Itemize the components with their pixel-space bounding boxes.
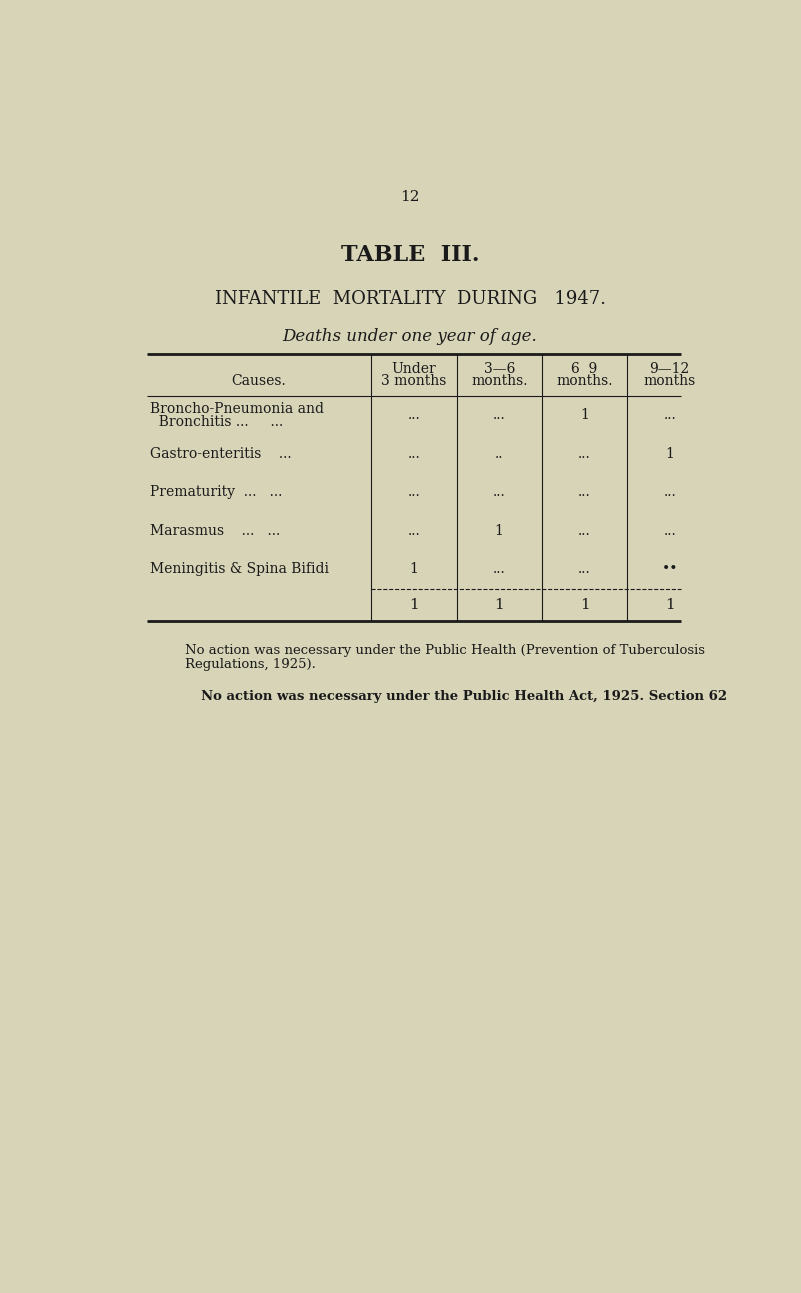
Text: Bronchitis ...     ...: Bronchitis ... ... [151, 415, 284, 429]
Text: ...: ... [493, 485, 505, 499]
Text: Deaths under one year of age.: Deaths under one year of age. [283, 328, 537, 345]
Text: 1: 1 [495, 524, 504, 538]
Text: ...: ... [578, 485, 591, 499]
Text: Meningitis & Spina Bifidi: Meningitis & Spina Bifidi [151, 562, 329, 577]
Text: 6  9: 6 9 [571, 362, 598, 376]
Text: ••: •• [662, 562, 678, 577]
Text: ...: ... [578, 447, 591, 460]
Text: ...: ... [578, 524, 591, 538]
Text: ...: ... [408, 447, 421, 460]
Text: 12: 12 [400, 190, 420, 204]
Text: months: months [644, 374, 696, 388]
Text: ...: ... [408, 485, 421, 499]
Text: TABLE  III.: TABLE III. [341, 243, 479, 265]
Text: months.: months. [556, 374, 613, 388]
Text: 1: 1 [580, 597, 590, 612]
Text: ...: ... [663, 524, 676, 538]
Text: No action was necessary under the Public Health Act, 1925. Section 62: No action was necessary under the Public… [201, 690, 727, 703]
Text: INFANTILE  MORTALITY  DURING   1947.: INFANTILE MORTALITY DURING 1947. [215, 290, 606, 308]
Text: 1: 1 [409, 562, 418, 577]
Text: Regulations, 1925).: Regulations, 1925). [185, 658, 316, 671]
Text: ...: ... [578, 562, 591, 577]
Text: ...: ... [493, 409, 505, 423]
Text: months.: months. [471, 374, 528, 388]
Text: ...: ... [663, 409, 676, 423]
Text: ...: ... [408, 524, 421, 538]
Text: 1: 1 [666, 447, 674, 460]
Text: Gastro-enteritis    ...: Gastro-enteritis ... [151, 447, 292, 460]
Text: 1: 1 [665, 597, 674, 612]
Text: Causes.: Causes. [231, 374, 287, 388]
Text: 3 months: 3 months [381, 374, 447, 388]
Text: ...: ... [663, 485, 676, 499]
Text: Prematurity  ...   ...: Prematurity ... ... [151, 485, 283, 499]
Text: 9—12: 9—12 [650, 362, 690, 376]
Text: Under: Under [392, 362, 437, 376]
Text: ...: ... [408, 409, 421, 423]
Text: No action was necessary under the Public Health (Prevention of Tuberculosis: No action was necessary under the Public… [185, 644, 706, 657]
Text: ...: ... [493, 562, 505, 577]
Text: 1: 1 [494, 597, 504, 612]
Text: Broncho-Pneumonia and: Broncho-Pneumonia and [151, 402, 324, 416]
Text: 3—6: 3—6 [484, 362, 515, 376]
Text: 1: 1 [580, 409, 589, 423]
Text: Marasmus    ...   ...: Marasmus ... ... [151, 524, 280, 538]
Text: 1: 1 [409, 597, 419, 612]
Text: ..: .. [495, 447, 504, 460]
